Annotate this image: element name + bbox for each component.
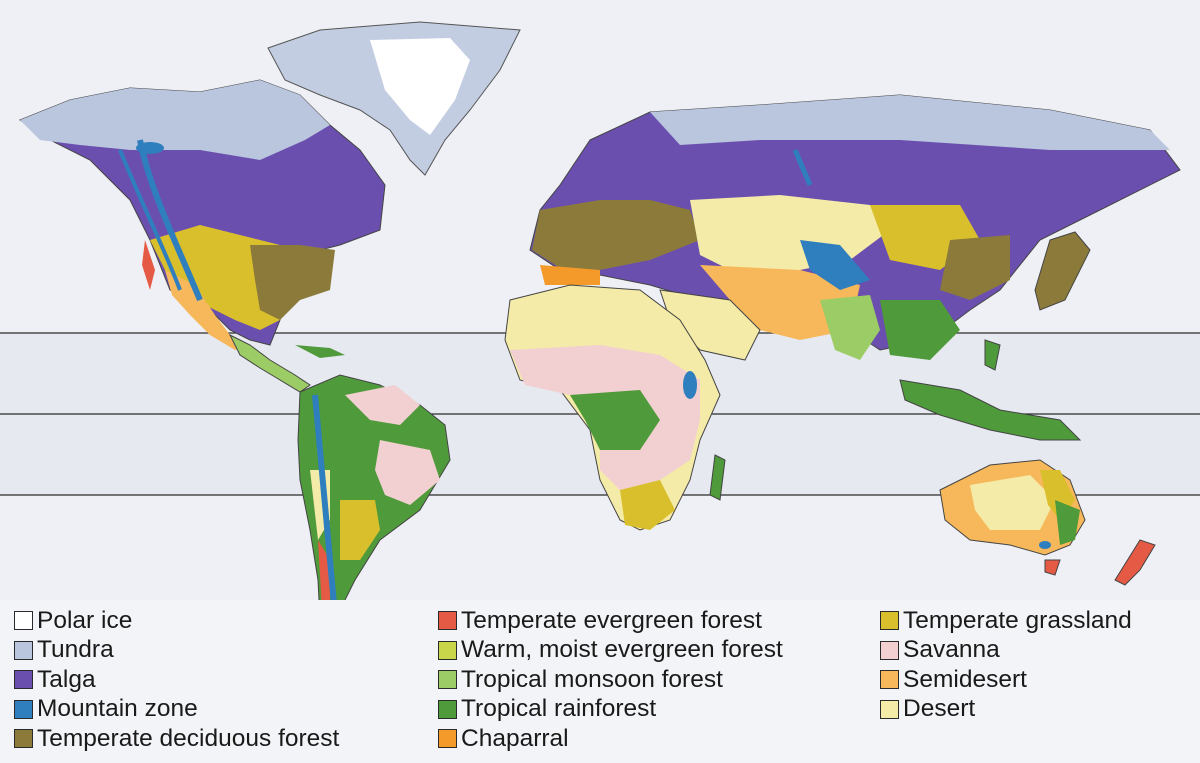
legend-label: Tropical rainforest bbox=[461, 695, 657, 722]
legend-label: Temperate grassland bbox=[903, 606, 1132, 634]
legend-item-temperate-grassland: Temperate grassland bbox=[880, 606, 1132, 636]
legend-label: Savanna bbox=[903, 636, 1000, 663]
legend-item-tropical-monsoon-forest: Tropical monsoon forest bbox=[438, 665, 783, 695]
new-zealand bbox=[1114, 539, 1156, 586]
legend-swatch bbox=[880, 670, 899, 690]
legend-label: Chaparral bbox=[461, 724, 569, 752]
legend-label: Temperate deciduous forest bbox=[37, 724, 340, 752]
legend-item-semidesert: Semidesert bbox=[880, 665, 1132, 695]
legend-item-savanna: Savanna bbox=[880, 636, 1132, 666]
legend-swatch bbox=[438, 611, 457, 631]
greenland bbox=[267, 21, 521, 176]
central-america bbox=[228, 333, 345, 393]
legend-swatch bbox=[14, 640, 33, 660]
legend-swatch bbox=[438, 670, 457, 690]
legend-swatch bbox=[438, 699, 457, 719]
legend-label: Warm, moist evergreen forest bbox=[461, 636, 783, 663]
legend-column-1: Polar ice Tundra Talga Mountain zone Tem… bbox=[14, 606, 339, 754]
legend-swatch bbox=[880, 640, 899, 660]
legend-column-3: Temperate grassland Savanna Semidesert D… bbox=[880, 606, 1132, 724]
legend-item-temperate-deciduous-forest: Temperate deciduous forest bbox=[14, 724, 339, 754]
legend-label: Temperate evergreen forest bbox=[461, 606, 762, 634]
legend-swatch bbox=[880, 611, 899, 631]
legend-swatch bbox=[14, 729, 33, 749]
legend-item-polar-ice: Polar ice bbox=[14, 606, 339, 636]
biome-legend: Polar ice Tundra Talga Mountain zone Tem… bbox=[14, 606, 1200, 756]
north-america bbox=[18, 79, 386, 350]
legend-item-mountain-zone: Mountain zone bbox=[14, 695, 339, 725]
legend-column-2: Temperate evergreen forest Warm, moist e… bbox=[438, 606, 783, 754]
legend-label: Semidesert bbox=[903, 665, 1027, 693]
legend-item-chaparral: Chaparral bbox=[438, 724, 783, 754]
southeast-asia-islands bbox=[899, 339, 1082, 441]
legend-label: Tropical monsoon forest bbox=[461, 665, 723, 693]
legend-item-warm-moist-evergreen-forest: Warm, moist evergreen forest bbox=[438, 636, 783, 666]
legend-swatch bbox=[438, 729, 457, 749]
legend-item-tundra: Tundra bbox=[14, 636, 339, 666]
legend-item-desert: Desert bbox=[880, 695, 1132, 725]
world-biome-map bbox=[0, 21, 1200, 600]
legend-item-talga: Talga bbox=[14, 665, 339, 695]
legend-item-temperate-evergreen-forest: Temperate evergreen forest bbox=[438, 606, 783, 636]
japan bbox=[1034, 231, 1091, 311]
legend-label: Mountain zone bbox=[37, 695, 198, 722]
legend-label: Talga bbox=[37, 665, 96, 693]
legend-label: Tundra bbox=[37, 636, 114, 663]
legend-item-tropical-rainforest: Tropical rainforest bbox=[438, 695, 783, 725]
australia bbox=[939, 459, 1086, 576]
legend-swatch bbox=[14, 699, 33, 719]
legend-swatch bbox=[14, 670, 33, 690]
africa bbox=[504, 284, 726, 531]
south-america bbox=[297, 374, 451, 600]
eurasia bbox=[529, 94, 1181, 360]
legend-label: Polar ice bbox=[37, 606, 133, 634]
legend-swatch bbox=[14, 611, 33, 631]
legend-swatch bbox=[438, 640, 457, 660]
legend-swatch bbox=[880, 699, 899, 719]
legend-label: Desert bbox=[903, 695, 976, 722]
